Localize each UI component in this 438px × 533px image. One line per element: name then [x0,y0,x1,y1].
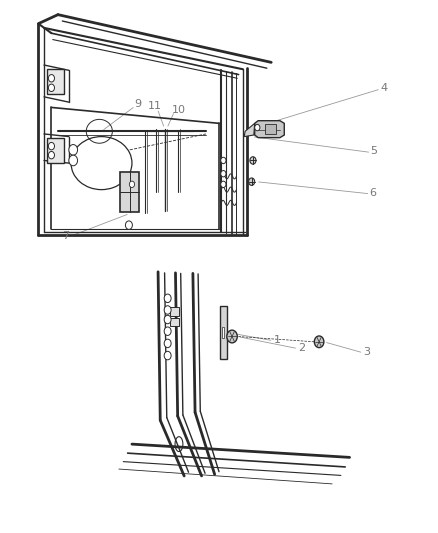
Polygon shape [254,120,284,138]
Bar [47,69,64,94]
Text: 5: 5 [371,147,378,157]
Text: 7: 7 [62,231,69,241]
Circle shape [125,221,132,229]
Text: 10: 10 [172,104,186,115]
Circle shape [129,181,134,188]
Circle shape [164,327,171,335]
Bar [220,306,227,359]
Circle shape [221,181,226,188]
Circle shape [48,142,54,150]
Bar [265,124,276,134]
Circle shape [249,178,254,185]
Circle shape [48,151,54,159]
Text: 11: 11 [148,101,162,111]
Circle shape [227,330,237,343]
Circle shape [48,84,54,92]
Circle shape [314,336,324,348]
Text: 3: 3 [364,347,371,357]
Circle shape [164,339,171,348]
Bar [47,138,64,163]
Circle shape [164,351,171,360]
Circle shape [48,75,54,82]
Bar [170,318,179,326]
Circle shape [69,155,78,166]
Circle shape [164,316,171,324]
Bar [120,172,139,213]
Circle shape [221,171,226,177]
Text: 1: 1 [273,335,280,345]
Circle shape [164,306,171,314]
Text: 6: 6 [370,188,377,198]
Text: 9: 9 [134,99,141,109]
Circle shape [69,144,78,155]
Bar [170,308,179,316]
Circle shape [254,124,260,131]
Text: 2: 2 [298,343,305,353]
Circle shape [221,157,226,164]
Bar [222,327,224,338]
Text: 4: 4 [380,83,387,93]
Circle shape [164,294,171,303]
Circle shape [250,157,256,164]
Polygon shape [244,123,254,136]
